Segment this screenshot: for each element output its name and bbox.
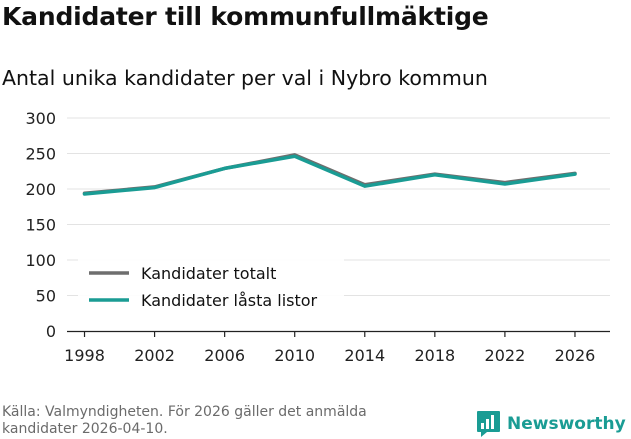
x-tick-label: 1998 — [64, 346, 105, 365]
y-axis: 0 50 100 150 200 250 300 — [25, 109, 56, 341]
x-tick-label: 2010 — [274, 346, 315, 365]
legend-label: Kandidater totalt — [141, 264, 276, 283]
brand-name: Newsworthy — [507, 414, 626, 434]
legend-box — [78, 259, 344, 319]
chart-subtitle: Antal unika kandidater per val i Nybro k… — [2, 66, 488, 90]
line-chart: 0 50 100 150 200 250 300 1998 2002 2006 2010 2014 2… — [25, 109, 610, 365]
y-tick-label: 100 — [25, 251, 56, 270]
y-tick-label: 250 — [25, 145, 56, 164]
legend-label: Kandidater låsta listor — [141, 291, 318, 310]
x-tick-label: 2022 — [485, 346, 526, 365]
x-axis: 1998 2002 2006 2010 2014 2018 2022 2026 — [64, 330, 610, 365]
newsworthy-logo-icon — [477, 411, 500, 437]
x-tick-label: 2002 — [134, 346, 175, 365]
x-tick-label: 2014 — [344, 346, 385, 365]
y-tick-label: 150 — [25, 216, 56, 235]
x-tick-label: 2026 — [555, 346, 596, 365]
series-lines — [82, 153, 577, 196]
y-tick-label: 200 — [25, 180, 56, 199]
x-tick-label: 2018 — [414, 346, 455, 365]
source-note: Källa: Valmyndigheten. För 2026 gäller d… — [2, 404, 367, 437]
x-tick-label: 2006 — [204, 346, 245, 365]
chart-title: Kandidater till kommunfullmäktige — [2, 2, 489, 31]
y-tick-label: 0 — [46, 322, 56, 341]
legend: Kandidater totalt Kandidater låsta listor — [78, 259, 344, 319]
y-tick-label: 50 — [36, 287, 56, 306]
series-line-2 — [82, 154, 577, 196]
brand: Newsworthy — [476, 409, 626, 439]
y-tick-label: 300 — [25, 109, 56, 128]
